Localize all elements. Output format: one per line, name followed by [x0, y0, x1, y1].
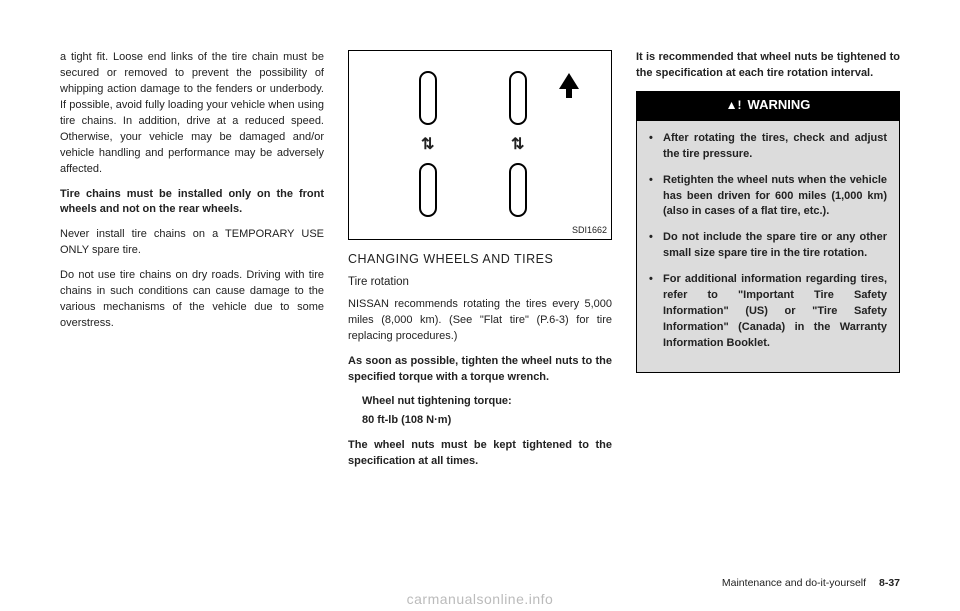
column-1: a tight fit. Loose end links of the tire… — [60, 50, 324, 540]
warning-box: After rotating the tires, check and adju… — [636, 120, 900, 373]
footer-section: Maintenance and do-it-yourself — [722, 577, 866, 589]
col1-para4: Do not use tire chains on dry roads. Dri… — [60, 268, 324, 332]
col3-para1: It is recommended that wheel nuts be tig… — [636, 50, 900, 82]
warning-item: Retighten the wheel nuts when the vehicl… — [649, 173, 887, 221]
tire-rotation-figure: ⇅ ⇅ SDI1662 — [348, 50, 612, 240]
warning-title: WARNING — [748, 97, 811, 112]
column-2: ⇅ ⇅ SDI1662 CHANGING WHEELS AND TIRES Ti… — [348, 50, 612, 540]
page-columns: a tight fit. Loose end links of the tire… — [60, 50, 900, 540]
col2-para2: As soon as possible, tighten the wheel n… — [348, 354, 612, 386]
torque-value: 80 ft-lb (108 N·m) — [362, 413, 612, 429]
swap-arrow-left-icon: ⇅ — [421, 133, 434, 156]
footer-page: 8-37 — [879, 577, 900, 589]
warning-item: Do not include the spare tire or any oth… — [649, 230, 887, 262]
front-direction-icon — [559, 73, 579, 89]
watermark: carmanualsonline.info — [407, 591, 554, 607]
sub-heading: Tire rotation — [348, 274, 612, 291]
warning-item: For additional information re­garding ti… — [649, 272, 887, 352]
col1-para1: a tight fit. Loose end links of the tire… — [60, 50, 324, 178]
section-heading: CHANGING WHEELS AND TIRES — [348, 250, 612, 268]
tire-rear-left-icon — [419, 163, 437, 217]
page-footer: Maintenance and do-it-yourself 8-37 — [722, 577, 900, 589]
tire-front-left-icon — [419, 71, 437, 125]
column-3: It is recommended that wheel nuts be tig… — [636, 50, 900, 540]
warning-header: ▲! WARNING — [636, 91, 900, 120]
figure-label: SDI1662 — [572, 224, 607, 237]
swap-arrow-right-icon: ⇅ — [511, 133, 524, 156]
col1-para2: Tire chains must be installed only on th… — [60, 187, 324, 219]
warning-triangle-icon: ▲! — [726, 97, 742, 114]
torque-label: Wheel nut tightening torque: — [362, 394, 612, 410]
tire-rear-right-icon — [509, 163, 527, 217]
tire-front-right-icon — [509, 71, 527, 125]
col2-para1: NISSAN recommends rotating the tires eve… — [348, 297, 612, 345]
col2-para3: The wheel nuts must be kept tigh­tened t… — [348, 438, 612, 470]
warning-list: After rotating the tires, check and adju… — [649, 131, 887, 352]
col1-para3: Never install tire chains on a TEMPORARY… — [60, 227, 324, 259]
warning-item: After rotating the tires, check and adju… — [649, 131, 887, 163]
